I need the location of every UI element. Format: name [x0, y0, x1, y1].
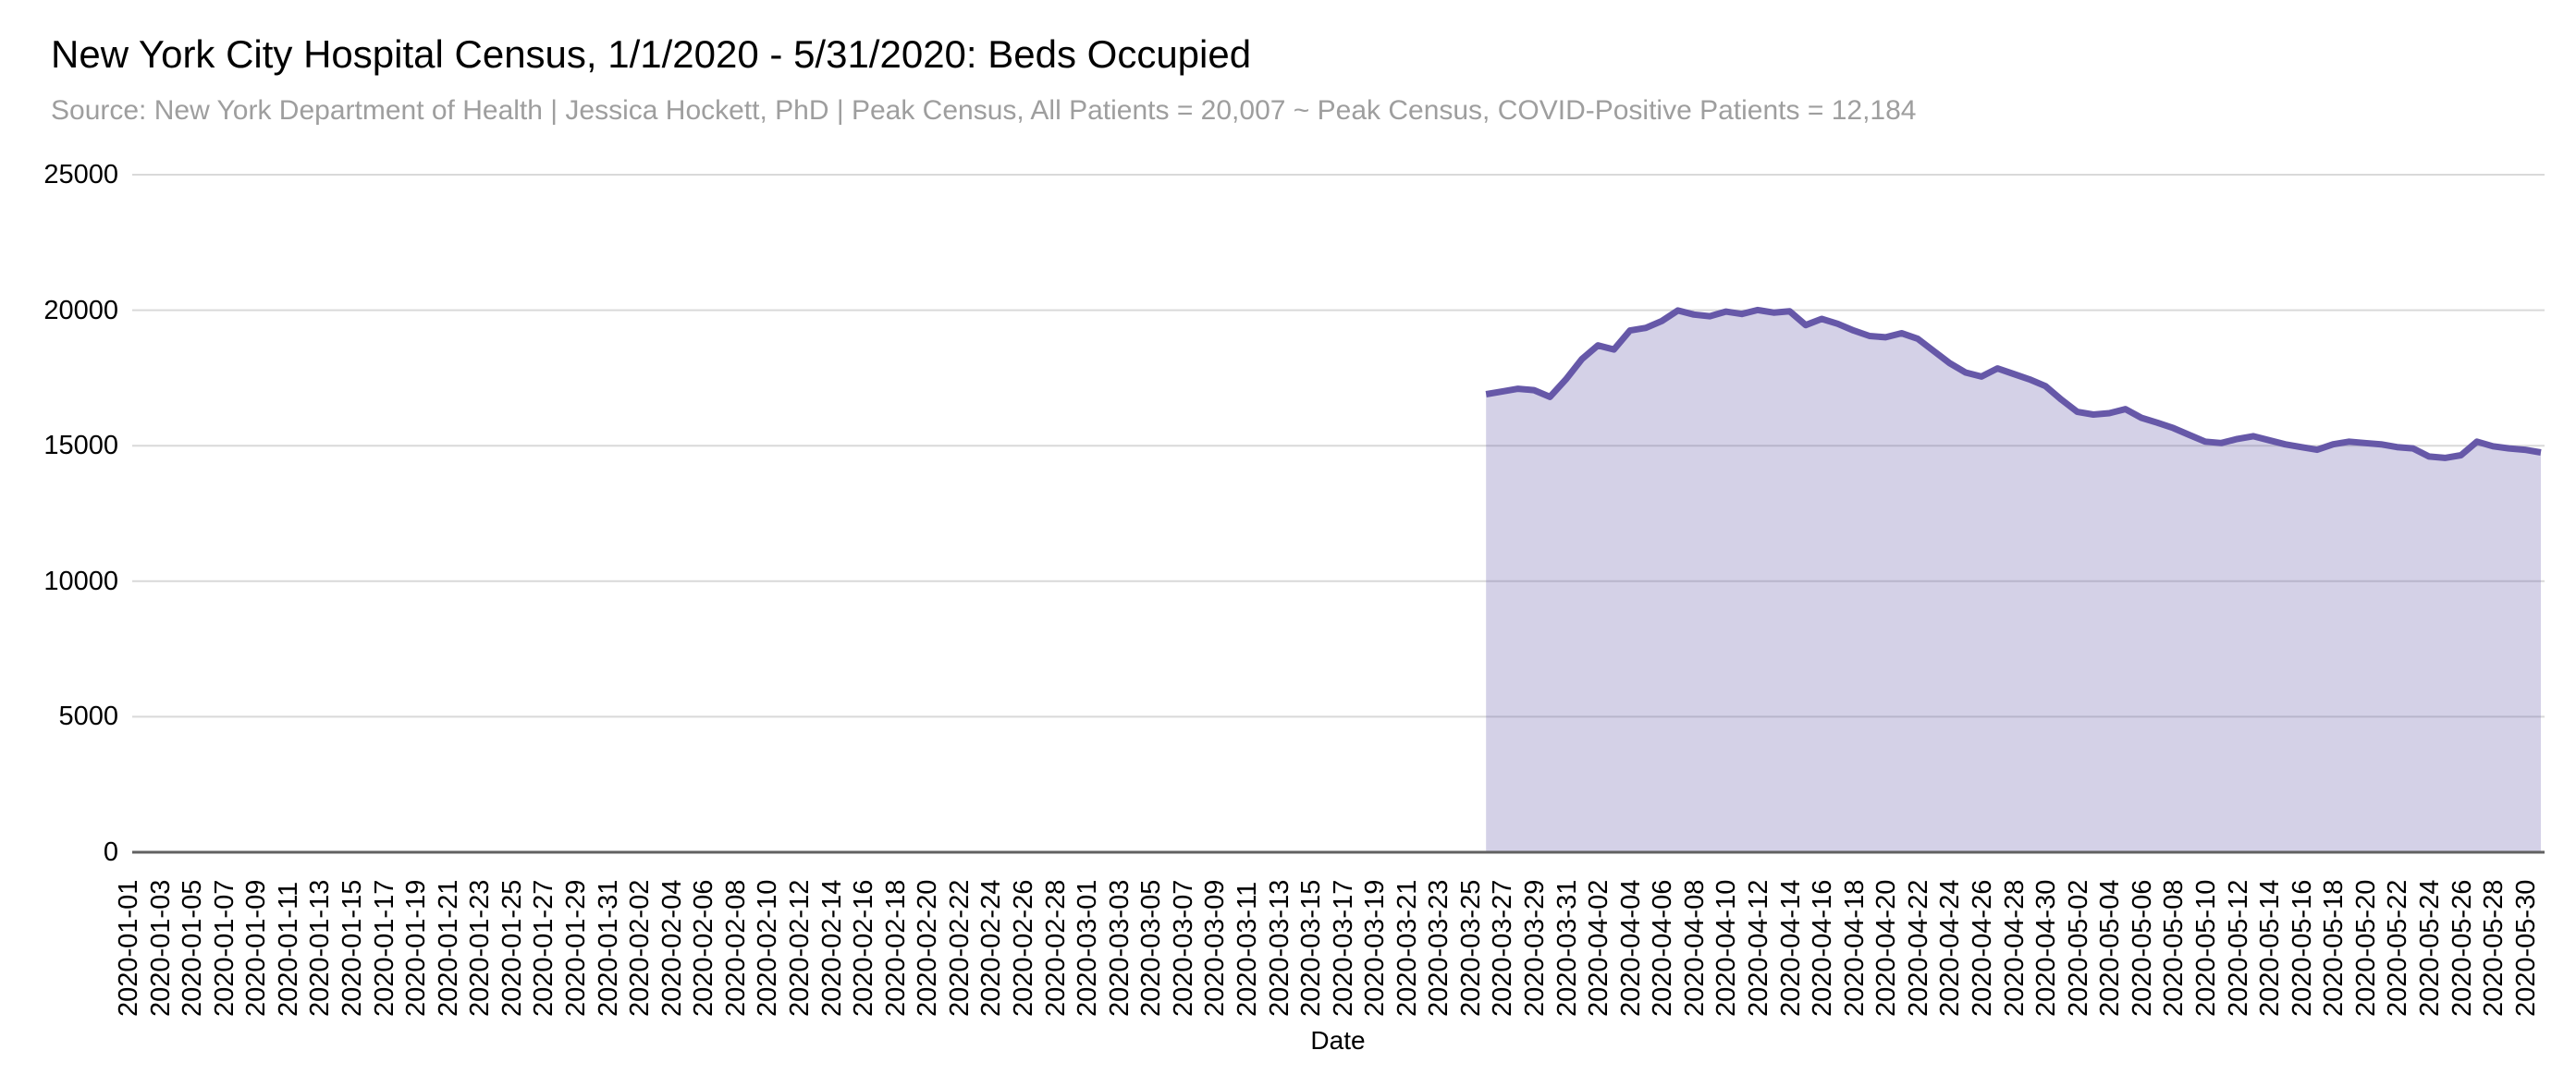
x-tick-label-2020-02-06: 2020-02-06	[689, 879, 719, 1017]
x-tick-label-2020-03-17: 2020-03-17	[1328, 879, 1358, 1017]
x-tick-label-2020-04-12: 2020-04-12	[1744, 879, 1774, 1017]
chart-subtitle: Source: New York Department of Health | …	[51, 95, 1917, 126]
x-tick-label-2020-02-24: 2020-02-24	[976, 879, 1007, 1017]
x-tick-label-2020-02-26: 2020-02-26	[1008, 879, 1038, 1017]
x-tick-label-2020-04-20: 2020-04-20	[1871, 879, 1902, 1017]
x-tick-label-2020-03-25: 2020-03-25	[1455, 879, 1486, 1017]
x-tick-label-2020-02-04: 2020-02-04	[656, 879, 687, 1017]
x-tick-label-2020-04-24: 2020-04-24	[1935, 879, 1966, 1017]
x-tick-label-2020-05-02: 2020-05-02	[2063, 879, 2093, 1017]
x-tick-label-2020-03-19: 2020-03-19	[1360, 879, 1391, 1017]
x-tick-label-2020-02-22: 2020-02-22	[944, 879, 975, 1017]
x-tick-label-2020-05-30: 2020-05-30	[2510, 879, 2541, 1017]
x-tick-label-2020-03-15: 2020-03-15	[1296, 879, 1327, 1017]
x-tick-label-2020-03-29: 2020-03-29	[1520, 879, 1551, 1017]
x-tick-label-2020-04-04: 2020-04-04	[1615, 879, 1646, 1017]
x-tick-label-2020-02-16: 2020-02-16	[849, 879, 879, 1017]
x-tick-label-2020-03-11: 2020-03-11	[1232, 881, 1262, 1017]
x-tick-label-2020-03-03: 2020-03-03	[1104, 879, 1135, 1017]
x-tick-label-2020-01-23: 2020-01-23	[465, 879, 496, 1017]
x-tick-label-2020-01-15: 2020-01-15	[337, 879, 367, 1017]
x-tick-label-2020-04-18: 2020-04-18	[1839, 879, 1870, 1017]
x-tick-label-2020-05-18: 2020-05-18	[2319, 879, 2349, 1017]
y-tick-label-10000: 10000	[43, 566, 118, 596]
x-tick-label-2020-01-17: 2020-01-17	[369, 879, 399, 1017]
x-tick-label-2020-05-24: 2020-05-24	[2415, 879, 2445, 1017]
x-tick-label-2020-05-14: 2020-05-14	[2255, 879, 2286, 1017]
x-tick-label-2020-01-05: 2020-01-05	[178, 879, 208, 1017]
x-tick-label-2020-03-07: 2020-03-07	[1168, 879, 1198, 1017]
x-tick-label-2020-03-21: 2020-03-21	[1392, 879, 1422, 1017]
x-tick-label-2020-04-02: 2020-04-02	[1584, 879, 1614, 1017]
x-tick-label-2020-03-01: 2020-03-01	[1073, 879, 1103, 1017]
x-tick-label-2020-02-20: 2020-02-20	[913, 879, 943, 1017]
x-tick-label-2020-04-08: 2020-04-08	[1679, 879, 1710, 1017]
x-tick-label-2020-01-29: 2020-01-29	[560, 879, 591, 1017]
x-tick-label-2020-04-10: 2020-04-10	[1711, 879, 1742, 1017]
x-tick-label-2020-03-13: 2020-03-13	[1264, 879, 1294, 1017]
x-tick-label-2020-05-04: 2020-05-04	[2095, 879, 2126, 1017]
x-tick-label-2020-03-27: 2020-03-27	[1488, 879, 1518, 1017]
x-tick-label-2020-05-28: 2020-05-28	[2479, 879, 2509, 1017]
x-tick-label-2020-05-26: 2020-05-26	[2447, 879, 2477, 1017]
x-tick-label-2020-01-13: 2020-01-13	[305, 879, 336, 1017]
x-tick-label-2020-04-22: 2020-04-22	[1903, 879, 1933, 1017]
y-tick-label-25000: 25000	[43, 160, 118, 189]
x-axis-title: Date	[1310, 1026, 1366, 1055]
x-tick-label-2020-04-26: 2020-04-26	[1968, 879, 1998, 1017]
x-tick-label-2020-01-21: 2020-01-21	[433, 879, 463, 1017]
x-tick-label-2020-04-06: 2020-04-06	[1648, 879, 1678, 1017]
x-tick-label-2020-02-28: 2020-02-28	[1040, 879, 1071, 1017]
x-tick-label-2020-04-30: 2020-04-30	[2031, 879, 2062, 1017]
x-tick-label-2020-02-08: 2020-02-08	[720, 879, 751, 1017]
x-tick-label-2020-05-06: 2020-05-06	[2127, 879, 2157, 1017]
y-tick-label-0: 0	[103, 837, 118, 867]
x-tick-label-2020-04-14: 2020-04-14	[1775, 879, 1806, 1017]
y-tick-label-5000: 5000	[58, 702, 118, 732]
x-tick-label-2020-03-23: 2020-03-23	[1424, 879, 1454, 1017]
x-tick-label-2020-05-20: 2020-05-20	[2350, 879, 2381, 1017]
x-tick-label-2020-01-03: 2020-01-03	[145, 879, 176, 1017]
x-tick-label-2020-05-08: 2020-05-08	[2159, 879, 2190, 1017]
x-tick-label-2020-03-05: 2020-03-05	[1136, 879, 1167, 1017]
x-tick-label-2020-02-18: 2020-02-18	[880, 879, 911, 1017]
census-line-series	[1485, 306, 2542, 461]
x-tick-label-2020-01-09: 2020-01-09	[241, 879, 272, 1017]
x-tick-label-2020-01-19: 2020-01-19	[401, 879, 432, 1017]
x-tick-label-2020-05-12: 2020-05-12	[2223, 879, 2253, 1017]
x-tick-label-2020-01-27: 2020-01-27	[529, 879, 559, 1017]
x-tick-label-2020-02-12: 2020-02-12	[784, 879, 815, 1017]
x-tick-label-2020-01-31: 2020-01-31	[593, 879, 623, 1017]
y-tick-label-15000: 15000	[43, 431, 118, 461]
x-tick-label-2020-01-25: 2020-01-25	[497, 879, 527, 1017]
x-tick-label-2020-05-10: 2020-05-10	[2191, 879, 2222, 1017]
chart-title: New York City Hospital Census, 1/1/2020 …	[51, 32, 1252, 76]
x-tick-label-2020-02-10: 2020-02-10	[753, 879, 783, 1017]
x-tick-label-2020-05-22: 2020-05-22	[2383, 879, 2413, 1017]
x-tick-label-2020-01-07: 2020-01-07	[209, 879, 239, 1017]
x-tick-label-2020-01-01: 2020-01-01	[114, 879, 143, 1017]
x-tick-label-2020-04-28: 2020-04-28	[1999, 879, 2030, 1017]
x-tick-label-2020-04-16: 2020-04-16	[1808, 879, 1838, 1017]
census-area-series	[1486, 310, 2541, 852]
x-tick-label-2020-02-02: 2020-02-02	[625, 879, 656, 1017]
x-tick-label-2020-03-31: 2020-03-31	[1552, 879, 1582, 1017]
x-tick-label-2020-02-14: 2020-02-14	[816, 879, 847, 1017]
x-tick-label-2020-05-16: 2020-05-16	[2287, 879, 2317, 1017]
x-tick-label-2020-03-09: 2020-03-09	[1200, 879, 1231, 1017]
y-tick-label-20000: 20000	[43, 295, 118, 325]
x-tick-label-2020-01-11: 2020-01-11	[273, 881, 303, 1017]
